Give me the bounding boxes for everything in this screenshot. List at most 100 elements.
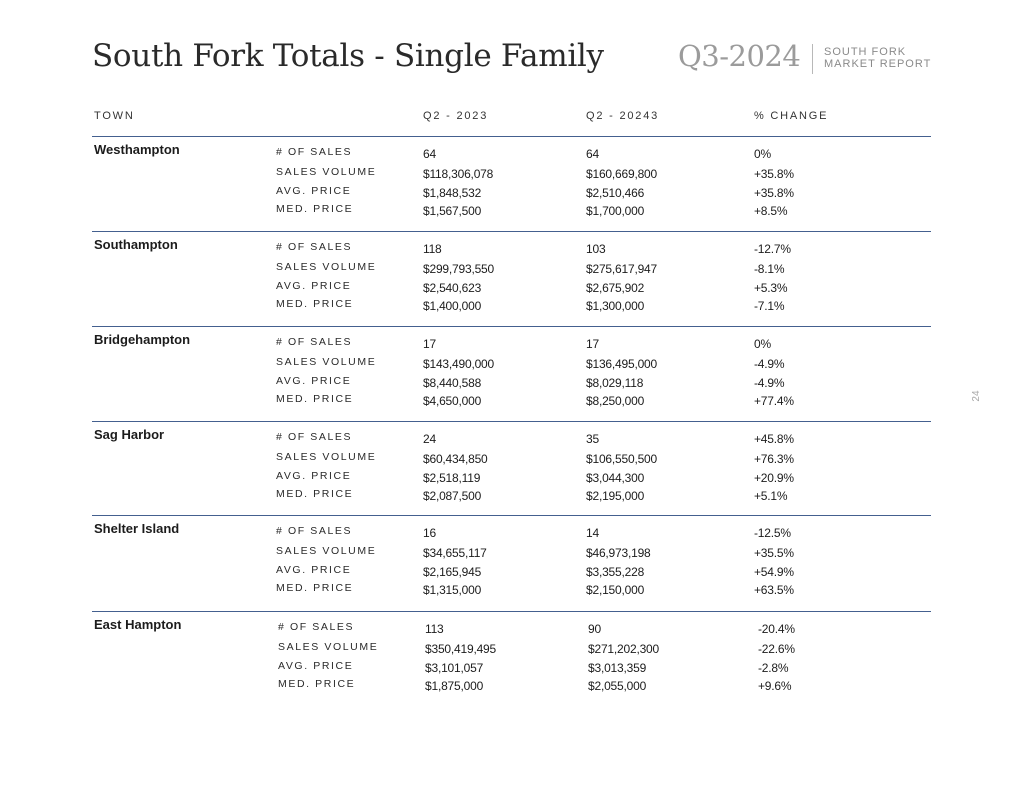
column-header-prior: Q2 - 2023 (423, 110, 489, 122)
metric-label: MED. PRICE (276, 203, 354, 215)
metric-label: MED. PRICE (276, 488, 354, 500)
current-value: $3,044,300 (586, 471, 645, 485)
prior-value: $3,101,057 (425, 661, 484, 675)
prior-value: $2,087,500 (423, 489, 482, 503)
change-value: +35.8% (754, 167, 794, 181)
prior-value: $350,419,495 (425, 642, 497, 656)
page-number: 24 (971, 390, 982, 402)
prior-value: 24 (423, 432, 436, 446)
change-value: -7.1% (754, 299, 785, 313)
current-value: $275,617,947 (586, 262, 658, 276)
change-value: +76.3% (754, 452, 794, 466)
metric-label: AVG. PRICE (276, 564, 352, 576)
metric-label: AVG. PRICE (276, 185, 352, 197)
column-header-current: Q2 - 20243 (586, 110, 660, 122)
section-divider (92, 515, 931, 516)
change-value: -12.5% (754, 526, 791, 540)
change-value: -4.9% (754, 357, 785, 371)
change-value: -8.1% (754, 262, 785, 276)
report-label-line1: SOUTH FORK (824, 46, 907, 58)
change-value: -12.7% (754, 242, 791, 256)
metric-label: # OF SALES (276, 431, 353, 443)
current-value: $46,973,198 (586, 546, 651, 560)
metric-label: AVG. PRICE (278, 660, 354, 672)
prior-value: $1,315,000 (423, 583, 482, 597)
prior-value: 64 (423, 147, 436, 161)
town-name: Bridgehampton (94, 332, 191, 347)
section-divider (92, 611, 931, 612)
prior-value: 118 (423, 242, 442, 256)
prior-value: $34,655,117 (423, 546, 487, 560)
town-name: Shelter Island (94, 521, 180, 536)
section-divider (92, 136, 931, 137)
metric-label: # OF SALES (276, 241, 353, 253)
column-header-town: TOWN (94, 110, 135, 122)
change-value: -22.6% (758, 642, 795, 656)
metric-label: # OF SALES (276, 336, 353, 348)
report-label: SOUTH FORK MARKET REPORT (824, 46, 931, 70)
metric-label: # OF SALES (276, 525, 353, 537)
current-value: 35 (586, 432, 599, 446)
section-divider (92, 231, 931, 232)
prior-value: $1,400,000 (423, 299, 482, 313)
prior-value: $2,540,623 (423, 281, 482, 295)
metric-label: SALES VOLUME (276, 356, 377, 368)
metric-label: SALES VOLUME (276, 166, 377, 178)
prior-value: $60,434,850 (423, 452, 488, 466)
change-value: 0% (754, 337, 771, 351)
prior-value: $1,567,500 (423, 204, 482, 218)
current-value: $3,013,359 (588, 661, 647, 675)
change-value: -4.9% (754, 376, 785, 390)
change-value: -20.4% (758, 622, 795, 636)
current-value: 103 (586, 242, 606, 256)
metric-label: SALES VOLUME (276, 261, 377, 273)
report-label-line2: MARKET REPORT (824, 58, 932, 70)
prior-value: $1,848,532 (423, 186, 482, 200)
prior-value: $8,440,588 (423, 376, 482, 390)
prior-value: $4,650,000 (423, 394, 482, 408)
prior-value: 16 (423, 526, 436, 540)
section-divider (92, 421, 931, 422)
metric-label: MED. PRICE (276, 298, 354, 310)
town-name: Westhampton (94, 142, 180, 157)
metric-label: SALES VOLUME (276, 545, 377, 557)
change-value: +5.1% (754, 489, 788, 503)
section-divider (92, 326, 931, 327)
current-value: $2,675,902 (586, 281, 645, 295)
prior-value: $1,875,000 (425, 679, 484, 693)
metric-label: # OF SALES (278, 621, 355, 633)
prior-value: $143,490,000 (423, 357, 495, 371)
change-value: +54.9% (754, 565, 794, 579)
change-value: +77.4% (754, 394, 794, 408)
change-value: +5.3% (754, 281, 788, 295)
metric-label: SALES VOLUME (278, 641, 379, 653)
change-value: -2.8% (758, 661, 789, 675)
change-value: +8.5% (754, 204, 788, 218)
metric-label: MED. PRICE (276, 393, 354, 405)
change-value: +45.8% (754, 432, 794, 446)
current-value: 17 (586, 337, 599, 351)
change-value: +20.9% (754, 471, 794, 485)
metric-label: AVG. PRICE (276, 375, 352, 387)
current-value: 64 (586, 147, 599, 161)
current-value: 90 (588, 622, 601, 636)
current-value: $271,202,300 (588, 642, 660, 656)
metric-label: AVG. PRICE (276, 470, 352, 482)
town-name: East Hampton (94, 617, 182, 632)
current-value: $1,300,000 (586, 299, 645, 313)
current-value: $2,195,000 (586, 489, 645, 503)
prior-value: $2,518,119 (423, 471, 481, 485)
prior-value: $299,793,550 (423, 262, 495, 276)
header-divider (812, 44, 813, 74)
current-value: 14 (586, 526, 599, 540)
current-value: $8,250,000 (586, 394, 645, 408)
change-value: 0% (754, 147, 771, 161)
metric-label: MED. PRICE (278, 678, 356, 690)
metric-label: MED. PRICE (276, 582, 354, 594)
prior-value: $118,306,078 (423, 167, 494, 181)
current-value: $2,055,000 (588, 679, 647, 693)
prior-value: 17 (423, 337, 436, 351)
current-value: $106,550,500 (586, 452, 658, 466)
column-header-change: % CHANGE (754, 110, 829, 122)
page-title: South Fork Totals - Single Family (92, 38, 604, 74)
